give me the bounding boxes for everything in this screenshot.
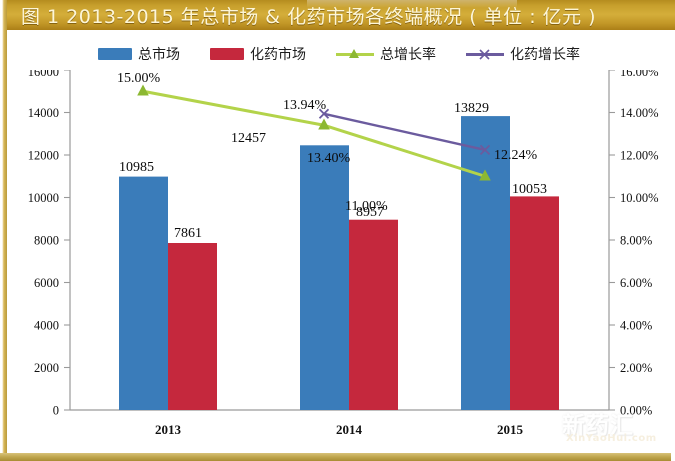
legend-item-chem-market[interactable]: 化药市场 (210, 44, 306, 64)
y-right-tick-2: 2.00% (620, 361, 652, 375)
y-axis-left-labels: 0 2000 4000 6000 8000 10000 12000 14000 … (28, 70, 59, 418)
bar-total-2014 (300, 145, 349, 411)
y-left-tick-0: 0 (53, 404, 59, 418)
y-right-tick-4: 4.00% (620, 319, 652, 333)
triangle-marker-icon (349, 49, 359, 58)
y-right-tick-0: 0.00% (620, 404, 652, 418)
legend-swatch-bar-blue (98, 48, 132, 60)
chart-title-text: 图 1 2013-2015 年总市场 & 化药市场各终端概况 ( 单位 : 亿元… (21, 5, 597, 28)
y-left-tick-4000: 4000 (34, 319, 59, 333)
legend-label-chem-market: 化药市场 (250, 47, 306, 63)
chart-svg: 0 2000 4000 6000 8000 10000 12000 14000 … (28, 70, 659, 437)
y-left-tick-6000: 6000 (34, 276, 59, 290)
y-axis-right-ticks (609, 70, 615, 411)
legend-swatch-line-purple (466, 48, 504, 60)
frame-border-left (0, 0, 7, 461)
frame-border-bottom (0, 453, 675, 461)
bar-chem-2014 (349, 219, 398, 410)
line-chem-growth (323, 112, 486, 152)
label-bar-chem-2015: 10053 (512, 182, 547, 197)
label-bar-chem-2013: 7861 (174, 226, 202, 241)
label-bar-total-2014: 12457 (231, 131, 266, 146)
marker-total-growth-2013 (137, 84, 149, 96)
bar-chem-2013 (168, 243, 217, 410)
legend-item-chem-growth[interactable]: 化药增长率 (466, 44, 580, 64)
label-bar-total-2015: 13829 (454, 101, 489, 116)
label-chem-growth-2015: 12.24% (494, 148, 538, 163)
legend-label-total-market: 总市场 (138, 47, 180, 63)
y-axis-left-ticks (64, 70, 70, 411)
label-bar-chem-2014: 8957 (356, 205, 384, 220)
bar-chem-2015 (510, 196, 559, 410)
bar-total-2013 (119, 176, 168, 410)
bar-total-2015 (461, 116, 510, 410)
y-right-tick-8: 8.00% (620, 234, 652, 248)
x-axis-label-2013: 2013 (155, 422, 182, 437)
y-left-tick-10000: 10000 (28, 191, 59, 205)
y-left-tick-16000: 16000 (28, 70, 59, 79)
marker-chem-growth-2015 (479, 144, 491, 156)
y-left-tick-14000: 14000 (28, 106, 59, 120)
chart-legend: 总市场 化药市场 总增长率 化药增长率 (7, 40, 671, 68)
x-marker-icon (479, 49, 490, 60)
label-bar-total-2013: 10985 (119, 160, 154, 175)
legend-item-total-market[interactable]: 总市场 (98, 44, 180, 64)
y-left-tick-8000: 8000 (34, 234, 59, 248)
marker-total-growth-2014 (318, 118, 330, 130)
chart-plot-area: 0 2000 4000 6000 8000 10000 12000 14000 … (7, 70, 671, 453)
legend-label-total-growth: 总增长率 (380, 47, 436, 63)
y-right-tick-16: 16.00% (620, 70, 659, 79)
label-total-growth-2015: 11.00% (345, 199, 388, 214)
legend-label-chem-growth: 化药增长率 (510, 47, 580, 63)
legend-item-total-growth[interactable]: 总增长率 (336, 44, 436, 64)
y-right-tick-12: 12.00% (620, 149, 659, 163)
label-total-growth-2014: 13.40% (307, 151, 351, 166)
x-axis-label-2014: 2014 (336, 422, 363, 437)
legend-swatch-line-green (336, 48, 374, 60)
y-axis-right-labels: 0.00% 2.00% 4.00% 6.00% 8.00% 10.00% 12.… (620, 70, 659, 418)
y-right-tick-14: 14.00% (620, 106, 659, 120)
y-left-tick-12000: 12000 (28, 149, 59, 163)
label-total-growth-2013: 15.00% (117, 71, 161, 86)
marker-chem-growth-2014 (318, 108, 330, 119)
y-left-tick-2000: 2000 (34, 361, 59, 375)
chart-title-bar: 图 1 2013-2015 年总市场 & 化药市场各终端概况 ( 单位 : 亿元… (7, 0, 675, 30)
title-sheen-decoration (307, 0, 517, 8)
y-right-tick-6: 6.00% (620, 276, 652, 290)
frame-border-right (671, 0, 675, 461)
legend-swatch-bar-red (210, 48, 244, 60)
y-right-tick-10: 10.00% (620, 191, 659, 205)
marker-total-growth-2015 (479, 169, 491, 181)
label-chem-growth-2014: 13.94% (283, 98, 327, 113)
x-axis-label-2015: 2015 (497, 422, 524, 437)
